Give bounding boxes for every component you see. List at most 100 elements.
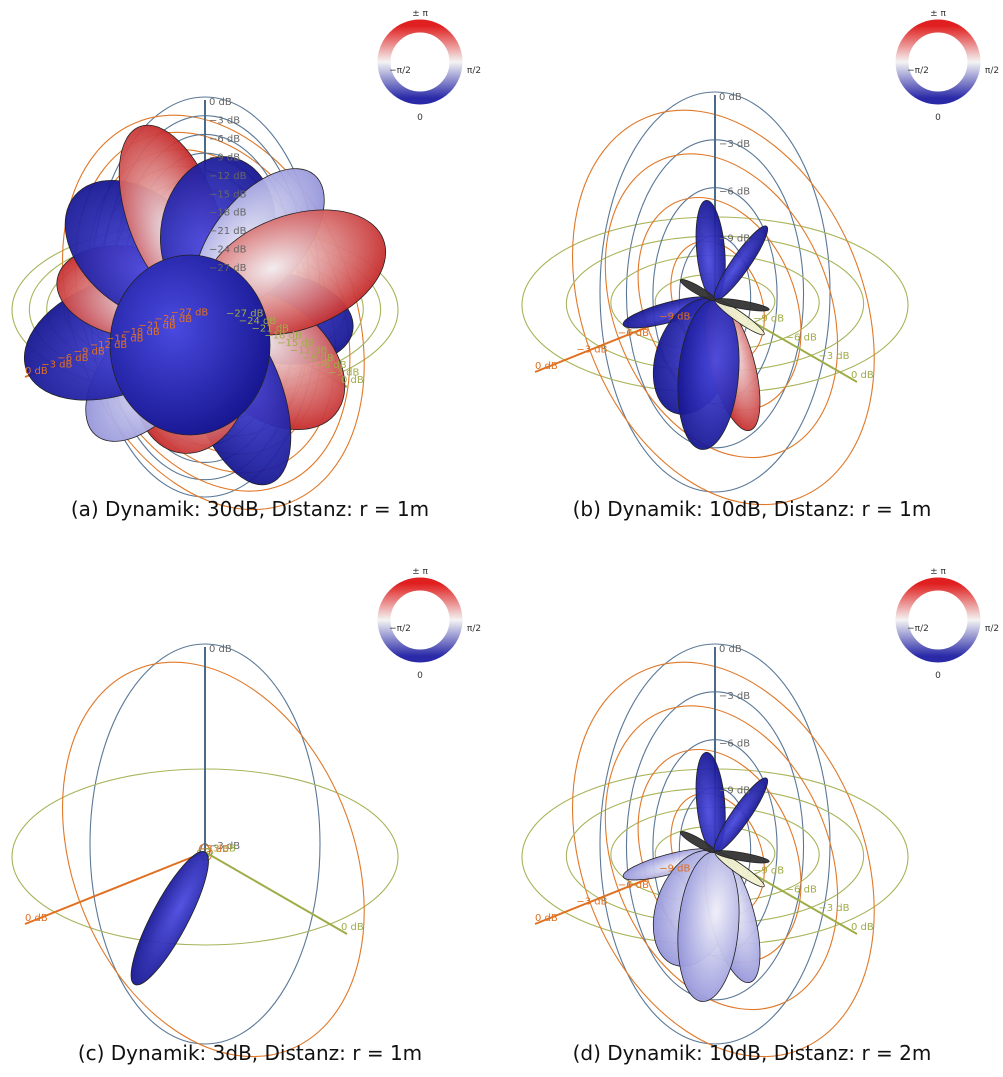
ring-label: −21 dB xyxy=(209,226,247,237)
ring-label: −12 dB xyxy=(290,345,328,356)
ring-label: −3 dB xyxy=(41,360,72,371)
ring-label: −15 dB xyxy=(106,334,144,345)
lobe xyxy=(714,850,770,864)
ring-oblique xyxy=(637,196,802,412)
wheel-label: ± π xyxy=(930,9,946,19)
ring-label: −21 dB xyxy=(138,321,176,332)
ring-label: −9 dB xyxy=(659,311,690,322)
ring-label: −18 dB xyxy=(209,208,247,219)
ring-label: −6 dB xyxy=(209,134,240,145)
ring-label: 0 dB xyxy=(341,922,364,933)
ring-label: 0 dB xyxy=(209,644,232,655)
lobe xyxy=(109,254,271,436)
ring-label: 0 dB xyxy=(851,922,874,933)
wheel-label: ± π xyxy=(930,567,946,577)
ring-label: −15 dB xyxy=(277,338,315,349)
ring-label: −6 dB xyxy=(719,738,750,749)
ring-label: 0 dB xyxy=(25,366,48,377)
ring-oblique xyxy=(572,661,875,1058)
ring-oblique xyxy=(572,109,875,506)
caption: (c) Dynamik: 3dB, Distanz: r = 1m xyxy=(78,1041,422,1065)
ring-label: −3 dB xyxy=(209,115,240,126)
ring-label: −3 dB xyxy=(719,139,750,150)
ring-label: −27 dB xyxy=(209,263,247,274)
ring-label: −6 dB xyxy=(315,360,346,371)
wheel-label: π/2 xyxy=(985,66,999,76)
ring-label: −15 dB xyxy=(209,189,247,200)
wheel-label: π/2 xyxy=(985,624,999,634)
ring-label: −12 dB xyxy=(209,171,247,182)
ring-label: −9 dB xyxy=(719,233,750,244)
panel: 0 dB0 dB0 dB−3 dB−3 dB−3 dB−6 dB−6 dB−6 … xyxy=(521,567,999,1065)
ring-label: −9 dB xyxy=(719,785,750,796)
ring-label: −9 dB xyxy=(74,347,105,358)
panel: 0 dB0 dB0 dB−3 dB−3 dB−3 dB−6 dB−6 dB−6 … xyxy=(521,9,999,521)
wheel-label: 0 xyxy=(417,113,423,123)
ring-label: −9 dB xyxy=(753,313,784,324)
wheel-label: π/2 xyxy=(467,624,481,634)
phase-wheel xyxy=(377,19,463,105)
wheel-label: π/2 xyxy=(467,66,481,76)
ring-label: −6 dB xyxy=(618,328,649,339)
wheel-label: −π/2 xyxy=(389,66,411,76)
axis-oblique xyxy=(24,851,206,925)
ring-label: 0 dB xyxy=(209,97,232,108)
caption: (a) Dynamik: 30dB, Distanz: r = 1m xyxy=(71,497,429,521)
ring-vertical xyxy=(89,643,321,1045)
caption: (d) Dynamik: 10dB, Distanz: r = 2m xyxy=(573,1041,932,1065)
ring-label: −3 dB xyxy=(719,691,750,702)
ring-label: −18 dB xyxy=(122,327,160,338)
ring-oblique xyxy=(637,748,802,964)
ring-label: −27 dB xyxy=(226,309,264,320)
ring-label: −6 dB xyxy=(719,186,750,197)
ring-label: 0 dB xyxy=(535,913,558,924)
caption: (b) Dynamik: 10dB, Distanz: r = 1m xyxy=(573,497,932,521)
wheel-label: 0 xyxy=(417,671,423,681)
wheel-label: ± π xyxy=(412,567,428,577)
lobe xyxy=(714,298,770,312)
wheel-label: −π/2 xyxy=(907,66,929,76)
ring-label: −3 dB xyxy=(205,843,236,854)
ring-label: −3 dB xyxy=(328,368,359,379)
ring-label: −3 dB xyxy=(209,841,240,852)
ring-label: −3 dB xyxy=(576,896,607,907)
wheel-label: 0 xyxy=(935,671,941,681)
ring-oblique xyxy=(604,705,839,1011)
wheel-label: ± π xyxy=(412,9,428,19)
wheel-label: 0 xyxy=(935,113,941,123)
panel: 0 dB0 dB0 dB−3 dB−3 dB−3 dB−6 dB−6 dB−6 … xyxy=(11,9,481,521)
ring-label: −21 dB xyxy=(252,323,290,334)
ring-label: −6 dB xyxy=(618,880,649,891)
wheel-label: −π/2 xyxy=(389,624,411,634)
ring-label: 0 dB xyxy=(719,644,742,655)
ring-label: 0 dB xyxy=(535,361,558,372)
ring-label: −24 dB xyxy=(155,314,193,325)
ring-label: −9 dB xyxy=(753,865,784,876)
ring-label: 0 dB xyxy=(341,375,364,386)
panel: 0 dB 0 dB 0 dB −3 dB−3 dB−3 dB ± π 0 −π/2 π/2 (c… xyxy=(11,567,481,1065)
ring-label: −12 dB xyxy=(90,340,128,351)
ring-label: 0 dB xyxy=(25,913,48,924)
ring-label: −18 dB xyxy=(264,331,302,342)
ring-label: −6 dB xyxy=(786,332,817,343)
ring-label: −3 dB xyxy=(818,903,849,914)
ring-label: −9 dB xyxy=(659,863,690,874)
ring-label: −3 dB xyxy=(818,351,849,362)
ring-label: −6 dB xyxy=(57,353,88,364)
ring-label: 0 dB xyxy=(851,370,874,381)
ring-oblique xyxy=(62,661,365,1058)
wheel-label: −π/2 xyxy=(907,624,929,634)
ring-label: −6 dB xyxy=(786,884,817,895)
lobe xyxy=(130,851,209,986)
phase-wheel xyxy=(895,577,981,663)
ring-oblique xyxy=(604,153,839,459)
ring-label: −9 dB xyxy=(209,152,240,163)
axis-horizontal xyxy=(204,851,348,935)
ring-label: −9 dB xyxy=(303,353,334,364)
ring-label: −24 dB xyxy=(239,316,277,327)
phase-wheel xyxy=(377,577,463,663)
ring-label: −3 dB xyxy=(198,844,229,855)
ring-label: 0 dB xyxy=(719,92,742,103)
ring-label: −24 dB xyxy=(209,245,247,256)
